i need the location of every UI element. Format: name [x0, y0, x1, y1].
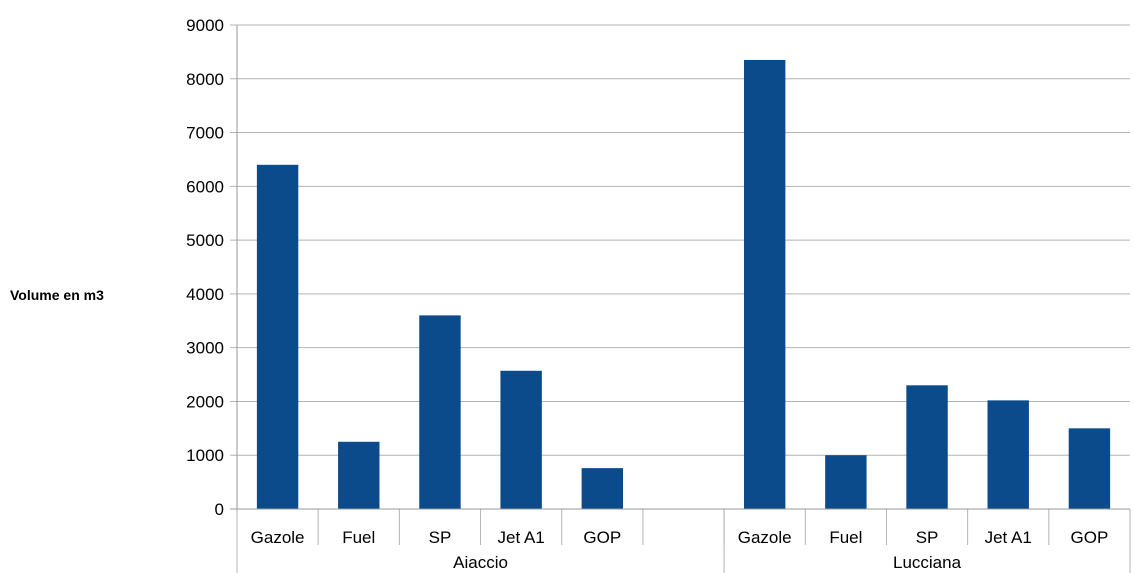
y-tick-label: 2000	[186, 392, 224, 411]
bar	[825, 455, 867, 509]
y-tick-label: 3000	[186, 339, 224, 358]
x-tick-label: Jet A1	[498, 528, 545, 547]
y-tick-label: 0	[215, 500, 224, 519]
bar	[906, 385, 948, 509]
gridlines	[230, 24, 1130, 510]
y-tick-label: 7000	[186, 124, 224, 143]
x-tick-label: GOP	[1071, 528, 1109, 547]
x-tick-label: Jet A1	[985, 528, 1032, 547]
group-label: Lucciana	[893, 553, 962, 572]
y-tick-label: 6000	[186, 177, 224, 196]
x-tick-label: Fuel	[342, 528, 375, 547]
bar	[256, 164, 299, 510]
y-tick-label: 8000	[186, 70, 224, 89]
bar	[419, 315, 461, 509]
x-tick-label: Gazole	[251, 528, 305, 547]
x-axis: Gazole Fuel SP Jet A1 GOP Gazole Fuel SP Jet A1 G…	[236, 508, 1131, 573]
x-tick-label: SP	[429, 528, 452, 547]
bar	[743, 59, 786, 509]
bars	[256, 59, 1111, 510]
x-tick-label: GOP	[583, 528, 621, 547]
y-tick-label: 4000	[186, 285, 224, 304]
y-axis-ticks: 0 1000 2000 3000 4000 5000 6000 7000 8000 9000	[186, 16, 224, 519]
y-tick-label: 1000	[186, 446, 224, 465]
y-tick-label: 9000	[186, 16, 224, 35]
bar	[338, 441, 380, 509]
bar	[1068, 428, 1111, 509]
x-tick-label: SP	[916, 528, 939, 547]
y-tick-label: 5000	[186, 231, 224, 250]
group-label: Aiaccio	[453, 553, 508, 572]
bar	[987, 400, 1029, 509]
bar	[500, 370, 542, 509]
x-tick-label: Fuel	[829, 528, 862, 547]
bar	[581, 468, 624, 509]
x-tick-label: Gazole	[738, 528, 792, 547]
y-axis-label: Volume en m3	[10, 287, 104, 303]
